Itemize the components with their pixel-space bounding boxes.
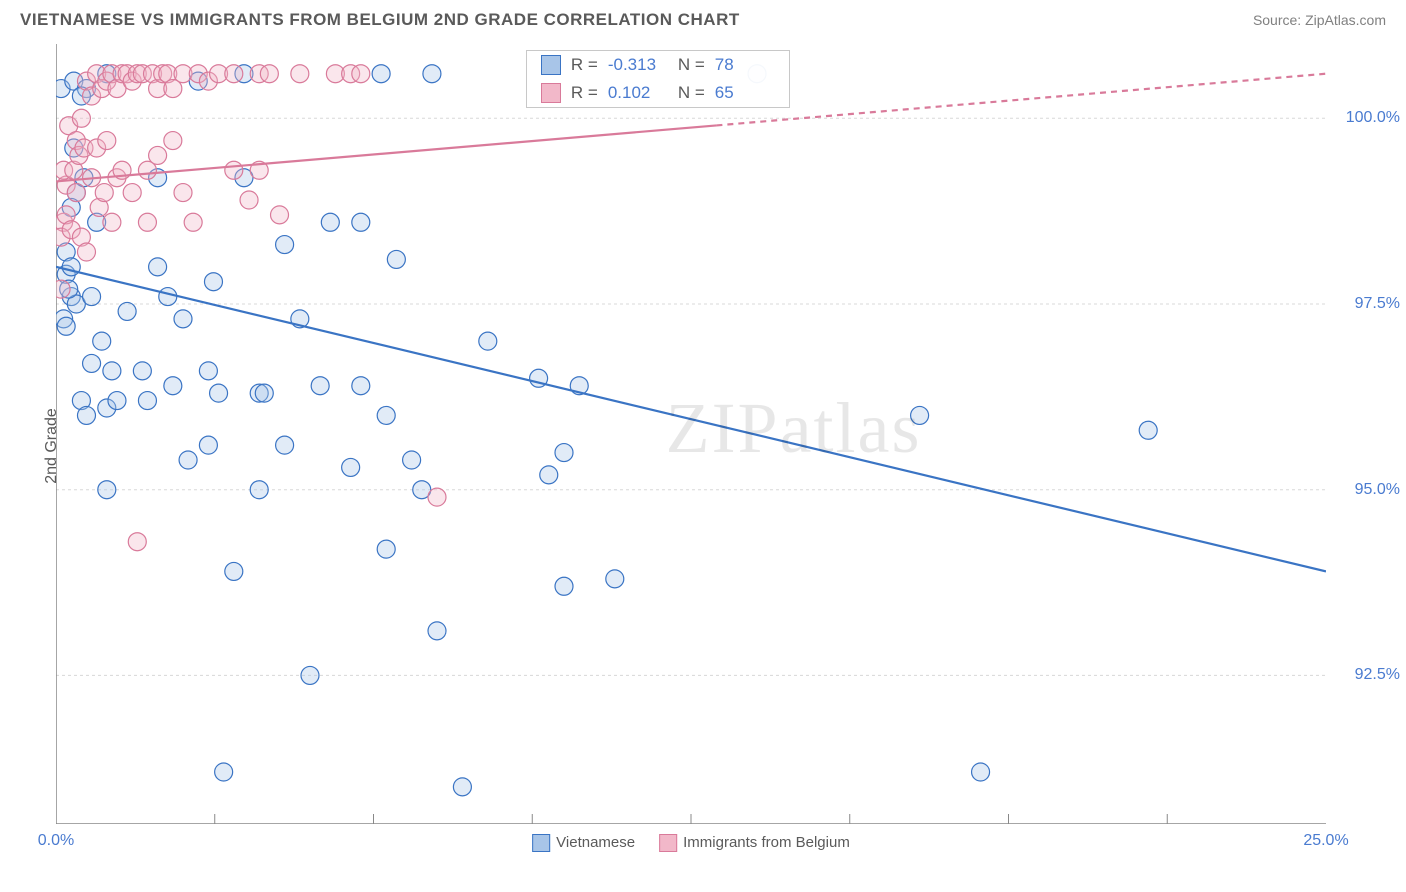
legend-item: Immigrants from Belgium [659, 834, 850, 852]
legend-label: Immigrants from Belgium [683, 834, 850, 851]
legend-label: Vietnamese [556, 834, 635, 851]
chart-title: VIETNAMESE VS IMMIGRANTS FROM BELGIUM 2N… [20, 10, 740, 30]
legend-item: Vietnamese [532, 834, 635, 852]
chart-plot-area: ZIPatlas R =-0.313N =78R =0.102N =65 Vie… [56, 44, 1326, 824]
stat-legend-row: R = 0.102 N = 65 [527, 79, 789, 107]
y-tick-label: 100.0% [1346, 109, 1400, 127]
legend-swatch [659, 834, 677, 852]
stat-legend-row: R = -0.313 N = 78 [527, 51, 789, 79]
stat-n-value: 78 [715, 55, 775, 75]
stat-swatch [541, 83, 561, 103]
correlation-stats-legend: R = -0.313 N = 78 R = 0.102 N = 65 [526, 50, 790, 108]
y-tick-label: 92.5% [1355, 666, 1400, 684]
stat-n-label: N = [678, 55, 705, 75]
scatter-chart-svg [56, 44, 1326, 824]
stat-r-value: 0.102 [608, 83, 668, 103]
x-tick-label: 0.0% [38, 832, 74, 850]
series-legend: Vietnamese Immigrants from Belgium [532, 834, 850, 852]
stat-n-label: N = [678, 83, 705, 103]
stat-r-value: -0.313 [608, 55, 668, 75]
y-tick-label: 95.0% [1355, 481, 1400, 499]
legend-swatch [532, 834, 550, 852]
x-tick-label: 25.0% [1303, 832, 1348, 850]
stat-swatch [541, 55, 561, 75]
source-attribution: Source: ZipAtlas.com [1253, 12, 1386, 28]
stat-r-label: R = [571, 83, 598, 103]
y-tick-label: 97.5% [1355, 295, 1400, 313]
stat-n-value: 65 [715, 83, 775, 103]
stat-r-label: R = [571, 55, 598, 75]
